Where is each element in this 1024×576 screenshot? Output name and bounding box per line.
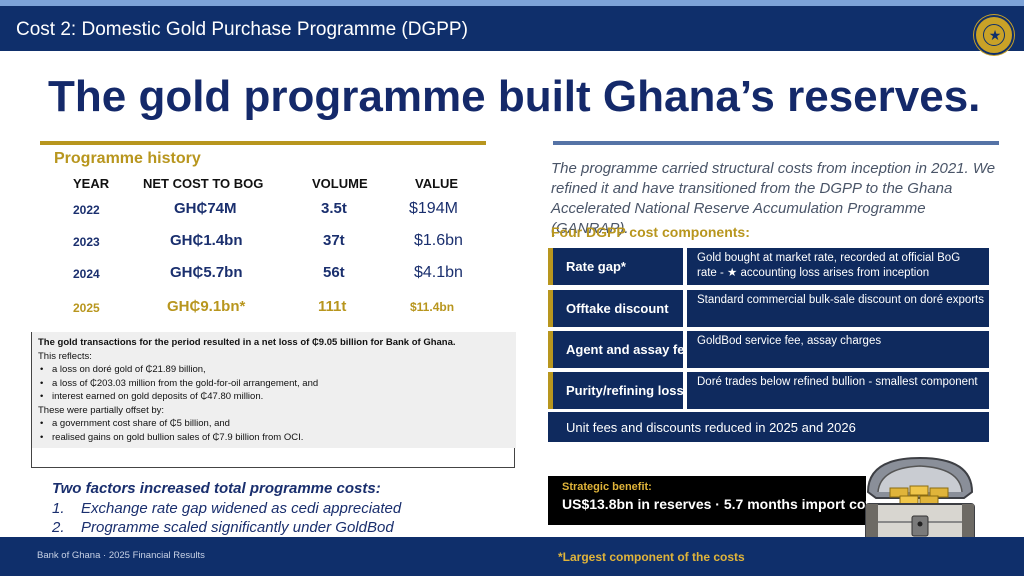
star-icon: ★ [988,27,1002,43]
row-2024-cost: GH₵5.7bn [170,264,243,281]
benefit-label: Strategic benefit: [562,481,652,493]
row-2022-volume: 3.5t [321,200,347,217]
footer-footnote: *Largest component of the costs [558,550,745,564]
row-2025-year: 2025 [73,301,100,315]
component-purity-refining-loss: Purity/refining loss [548,372,683,409]
row-2024-year: 2024 [73,267,100,281]
blue-divider [553,141,999,145]
note-offset: These were partially offset by: [38,404,165,416]
row-2023-volume: 37t [323,232,345,249]
factor-number: 1. [52,500,65,517]
note-lead: The gold transactions for the period res… [38,337,456,348]
list-item: a government cost share of ₵5 billion, a… [38,417,510,431]
gold-divider [40,141,486,145]
row-2023-cost: GH₵1.4bn [170,232,243,249]
net-loss-note-box: The gold transactions for the period res… [31,332,516,468]
col-header-cost: NET COST TO BOG [143,176,264,191]
bank-seal-icon: ★ [974,15,1014,55]
row-2025-volume: 111t [318,298,347,315]
top-accent-strip [0,0,1024,6]
component-rate-gap-desc: Gold bought at market rate, recorded at … [687,248,989,285]
row-2025-value: $11.4bn [410,300,455,314]
row-2022-value: $194M [409,200,458,217]
net-loss-note: The gold transactions for the period res… [32,332,516,448]
slide-section-title: Cost 2: Domestic Gold Purchase Programme… [16,19,468,40]
note-reflects: This reflects: [38,350,92,362]
factors-title: Two factors increased total programme co… [52,480,381,497]
factor-text: Exchange rate gap widened as cedi apprec… [81,500,402,517]
row-2022-year: 2022 [73,203,100,217]
seal-ring: ★ [983,24,1005,46]
factor-item: 1. Exchange rate gap widened as cedi appr… [52,499,401,518]
factor-text: Programme scaled significantly under Gol… [81,519,394,536]
col-header-value: VALUE [415,176,459,191]
row-2023-value: $1.6bn [414,232,463,249]
strategic-benefit-box: Strategic benefit: US$13.8bn in reserves… [548,476,887,525]
list-item: a loss on doré gold of ₵21.89 billion, [38,363,510,377]
component-offtake-discount-desc: Standard commercial bulk-sale discount o… [687,290,989,327]
slide-header: Cost 2: Domestic Gold Purchase Programme… [0,6,1024,55]
component-agent-assay-fees: Agent and assay fees [548,331,683,368]
component-rate-gap: Rate gap* [548,248,683,285]
row-2024-value: $4.1bn [414,264,463,281]
list-item: interest earned on gold deposits of ₵47.… [38,390,510,404]
slide-footer: Bank of Ghana · 2025 Financial Results *… [0,537,1024,576]
component-offtake-discount: Offtake discount [548,290,683,327]
component-agent-assay-fees-desc: GoldBod service fee, assay charges [687,331,989,368]
component-purity-refining-loss-desc: Doré trades below refined bullion - smal… [687,372,989,409]
components-title: Four DGPP cost components: [551,224,750,240]
unit-fees-note: Unit fees and discounts reduced in 2025 … [548,412,989,442]
history-title: Programme history [54,150,201,167]
row-2025-cost: GH₵9.1bn* [167,298,246,315]
footer-source: Bank of Ghana · 2025 Financial Results [37,550,205,561]
row-2022-cost: GH₵74M [174,200,237,217]
factor-number: 2. [52,519,65,536]
factor-item: 2. Programme scaled significantly under G… [52,518,401,537]
col-header-volume: VOLUME [312,176,368,191]
col-header-year: YEAR [73,176,110,191]
note-list-offsets: a government cost share of ₵5 billion, a… [38,417,510,444]
cost-factors: Two factors increased total programme co… [52,480,401,537]
programme-intro: The programme carried structural costs f… [551,160,996,237]
note-list-losses: a loss on doré gold of ₵21.89 billion, a… [38,363,510,404]
list-item: realised gains on gold bullion sales of … [38,431,510,445]
row-2024-volume: 56t [323,264,345,281]
benefit-value: US$13.8bn in reserves · 5.7 months impor… [562,496,887,512]
page-title: The gold programme built Ghana’s reserve… [48,72,981,121]
list-item: a loss of ₵203.03 million from the gold-… [38,377,510,391]
row-2023-year: 2023 [73,235,100,249]
